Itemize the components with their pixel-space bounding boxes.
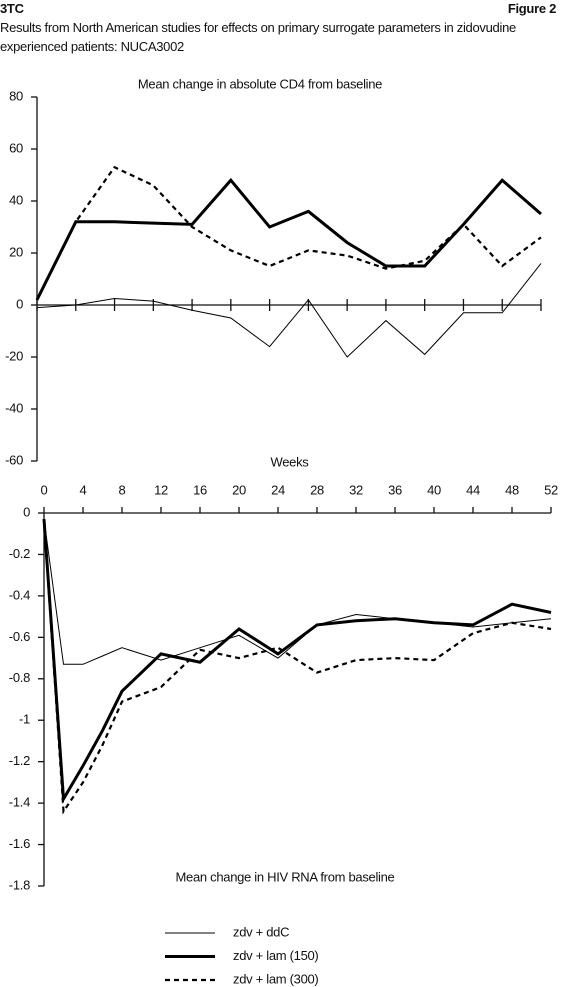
x-tick-label: 44: [466, 482, 480, 497]
y-tick-label: 0: [23, 504, 30, 519]
series-line: [36, 263, 542, 358]
x-tick-label: 32: [349, 482, 363, 497]
chart-title: Mean change in absolute CD4 from baselin…: [138, 76, 382, 91]
x-axis-label: Weeks: [271, 454, 310, 469]
y-tick-label: -1.8: [9, 877, 30, 892]
x-tick-label: 40: [427, 482, 441, 497]
y-tick-label: -0.4: [9, 587, 30, 602]
series-line: [36, 165, 542, 301]
y-tick-label: -0.6: [9, 629, 30, 644]
x-tick-label: 0: [41, 482, 48, 497]
x-tick-label: 24: [271, 482, 285, 497]
series-line: [42, 519, 552, 815]
legend-label: zdv + ddC: [233, 924, 289, 939]
y-tick-label: -1: [19, 712, 30, 727]
y-tick-label: -1.2: [9, 753, 30, 768]
x-tick-label: 8: [119, 482, 126, 497]
y-tick-label: 0: [16, 296, 23, 311]
y-tick-label: 60: [9, 140, 23, 155]
subtitle: Results from North American studies for …: [0, 20, 516, 54]
y-tick-label: 80: [9, 88, 23, 103]
y-tick-label: -40: [5, 400, 23, 415]
legend-label: zdv + lam (300): [233, 971, 318, 986]
y-tick-label: -60: [5, 452, 23, 467]
y-tick-label: 40: [9, 192, 23, 207]
y-tick-label: -1.4: [9, 795, 30, 810]
x-tick-label: 52: [544, 482, 558, 497]
x-tick-label: 48: [505, 482, 519, 497]
legend-label: zdv + lam (150): [233, 948, 318, 963]
x-tick-label: 12: [154, 482, 168, 497]
x-tick-label: 36: [388, 482, 402, 497]
y-tick-label: -0.8: [9, 670, 30, 685]
y-tick-label: 20: [9, 244, 23, 259]
header-right: Figure 2: [507, 1, 556, 16]
y-tick-label: -0.2: [9, 546, 30, 561]
series-line: [43, 519, 552, 665]
y-tick-label: -1.6: [9, 836, 30, 851]
series-line: [35, 177, 542, 301]
series-line: [42, 519, 552, 804]
x-tick-label: 4: [80, 482, 87, 497]
x-tick-label: 16: [193, 482, 207, 497]
y-tick-label: -20: [5, 348, 23, 363]
x-tick-label: 20: [232, 482, 246, 497]
chart-title: Mean change in HIV RNA from baseline: [176, 869, 395, 884]
x-tick-label: 28: [310, 482, 324, 497]
header-left: 3TC: [0, 1, 24, 16]
